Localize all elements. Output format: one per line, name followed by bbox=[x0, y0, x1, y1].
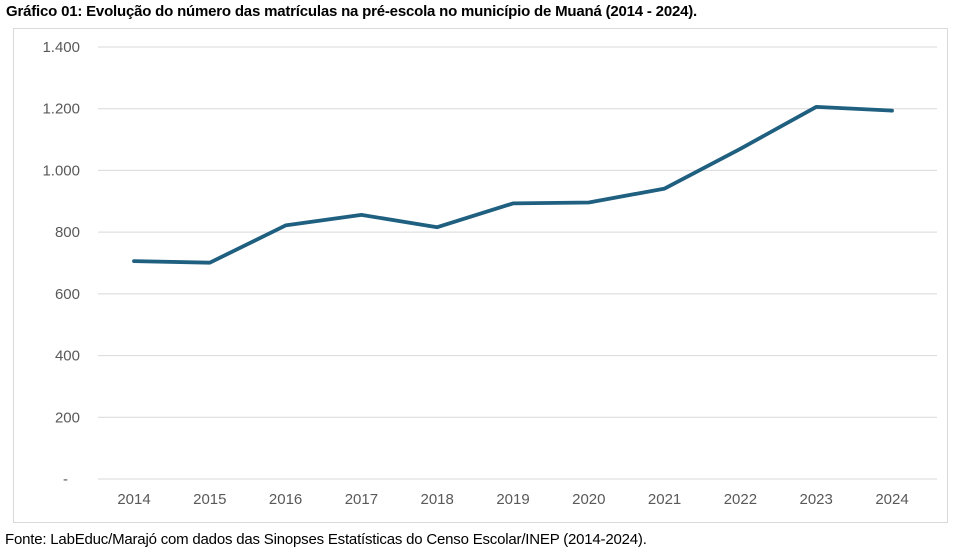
y-tick-label: 1.400 bbox=[42, 39, 80, 56]
x-tick-label: 2021 bbox=[648, 491, 681, 508]
y-tick-label: 200 bbox=[55, 409, 80, 426]
x-tick-label: 2023 bbox=[800, 491, 833, 508]
line-chart: - 200 400 600 800 1.000 1.200 1.400 2014 2015 2016… bbox=[42, 39, 937, 508]
y-tick-label: 1.200 bbox=[42, 101, 80, 118]
x-tick-label: 2017 bbox=[345, 491, 378, 508]
x-tick-label: 2018 bbox=[421, 491, 454, 508]
data-line-matriculas bbox=[132, 105, 894, 265]
y-tick-label: - bbox=[63, 471, 68, 488]
x-tick-label: 2020 bbox=[572, 491, 605, 508]
chart-title: Gráfico 01: Evolução do número das matrí… bbox=[6, 3, 698, 20]
source-caption: Fonte: LabEduc/Marajó com dados das Sino… bbox=[5, 531, 647, 548]
x-tick-label: 2015 bbox=[193, 491, 226, 508]
x-tick-label: 2019 bbox=[496, 491, 529, 508]
y-tick-label: 400 bbox=[55, 348, 80, 365]
y-tick-label: 800 bbox=[55, 224, 80, 241]
x-tick-label: 2022 bbox=[724, 491, 757, 508]
x-tick-label: 2024 bbox=[875, 491, 908, 508]
plot-area-frame: - 200 400 600 800 1.000 1.200 1.400 2014 2015 2016… bbox=[13, 28, 948, 523]
x-tick-label: 2016 bbox=[269, 491, 302, 508]
x-tick-label: 2014 bbox=[117, 491, 150, 508]
y-tick-label: 600 bbox=[55, 286, 80, 303]
y-tick-label: 1.000 bbox=[42, 162, 80, 179]
